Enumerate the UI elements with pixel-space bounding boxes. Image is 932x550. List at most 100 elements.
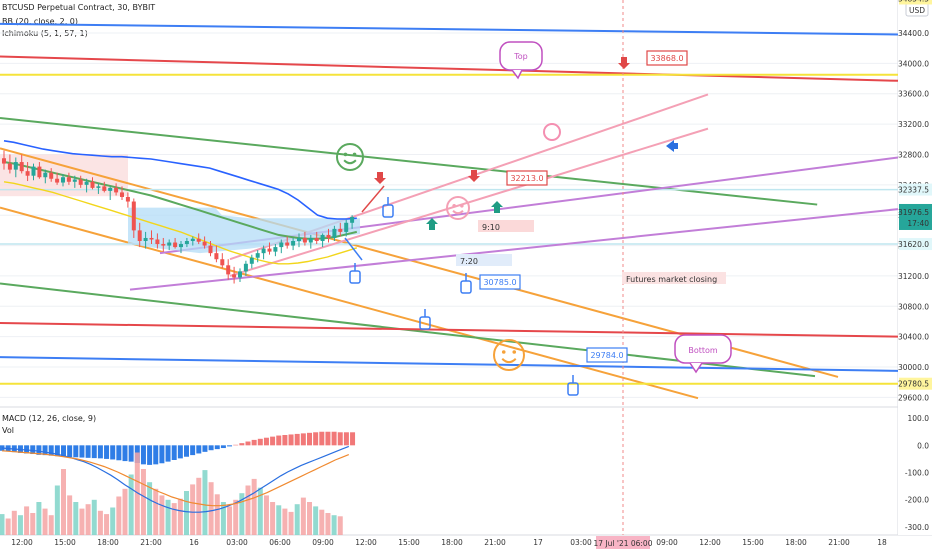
volume-bar [147,482,153,535]
volume-bar [140,469,146,535]
pointer-arrow-line [361,185,385,213]
time-axis: 12:00 15:00 18:00 21:00 16 03:00 06:00 09:00 12:… [11,536,887,549]
volume-bar [288,511,294,535]
candle-body [49,172,54,179]
candle-body [291,241,296,246]
price-tick-label: 31200.0 [898,272,929,281]
macd-histogram-bar [325,431,331,446]
smiley-green-icon-mouth [343,159,357,165]
hand-pointer-icon [349,270,361,284]
candle-body [249,257,254,264]
macd-histogram-bar [110,445,116,460]
macd-histogram-bar [214,445,220,450]
macd-histogram-bar [270,436,276,446]
top-callout-tail [511,69,523,80]
volume-bar [30,513,36,535]
candle-body [90,181,95,188]
arrow-up-2 [491,201,503,213]
volume-indicator-label[interactable]: Vol [2,426,14,435]
macd-pane [0,431,356,535]
macd-histogram-bar [24,445,30,454]
current-price-label: 31976.5 [898,208,929,217]
macd-histogram-bar [233,444,239,446]
macd-tick-label: -100.0 [905,469,929,478]
candle-body [332,228,337,238]
price-level-label: 34854.5 [898,0,929,3]
macd-histogram-bar [159,445,165,464]
ichimoku-indicator-label[interactable]: Ichimoku (5, 1, 57, 1) [2,29,88,38]
face-pink-icon-eye [460,204,464,208]
macd-indicator-label[interactable]: MACD (12, 26, close, 9) [2,414,97,423]
pig-face-icon [543,123,561,141]
volume-bar [251,478,257,535]
volume-bar [122,488,128,535]
macd-histogram-bar [257,438,263,446]
macd-histogram-bar [171,445,177,460]
volume-bar [48,515,54,535]
price-tick-label: 32800.0 [898,150,929,159]
volume-bar [128,474,134,535]
macd-histogram-bar [276,435,282,446]
top-label: Top [513,52,528,61]
volume-bar [257,487,263,535]
time-tick-label: 09:00 [656,538,678,547]
time-tick-label: 18:00 [441,538,463,547]
candle-body [238,271,242,278]
candle-body [78,179,83,185]
time-tick-label: 03:00 [570,538,592,547]
candle-body [61,177,65,183]
chart-symbol-title[interactable]: BTCUSD Perpetual Contract, 30, BYBIT [2,3,156,12]
annotations-layer: Top Bottom 33868.0 32213.0 30785.0 29784.0 9:1… [336,41,732,396]
countdown-label: 17:40 [907,219,929,228]
volume-bar [307,502,312,535]
chart-grid [0,0,932,536]
trend-line-red-bottom [0,322,899,338]
macd-histogram-bar [67,445,73,458]
price-level-badge [899,0,932,5]
face-pink-icon-mouth [452,210,464,215]
volume-bar [153,488,159,535]
price-tag-32213-box [506,170,548,186]
macd-line [1,445,350,513]
time-tick-label: 09:00 [312,538,334,547]
price-level-badge [899,238,932,251]
candle-body [114,187,119,193]
futures-note-label: Futures market closing [626,275,717,284]
time-tick-label: 18 [877,538,887,547]
candle-body [37,166,42,178]
macd-histogram-bar [122,445,128,462]
volume-bar [208,482,214,535]
time-tick-label: 18:00 [785,538,807,547]
candle-body [308,237,313,243]
hand-pointer-icon [567,382,579,396]
macd-histogram-bar [190,445,196,456]
volume-bar [116,496,122,535]
candle-body [344,222,349,232]
time-label-910: 9:10 [482,223,500,232]
macd-histogram-bar [319,431,325,446]
time-tick-label: 12:00 [355,538,377,547]
candle-body [226,265,231,275]
volume-bar [202,470,208,535]
candle-body [279,242,284,248]
candle-body [338,228,343,232]
volume-bar [331,515,337,535]
macd-histogram-bar [294,433,300,446]
volume-bar [294,504,300,535]
time-tick-label: 15:00 [398,538,420,547]
face-orange-icon [493,339,525,371]
volume-bar [177,498,183,535]
macd-tick-label: 0.0 [917,441,929,450]
candle-body [108,187,113,191]
time-tick-label: 12:00 [11,538,33,547]
volume-bar [325,513,331,535]
volume-bar [171,503,177,535]
trend-line-orange-2 [0,206,699,400]
macd-histogram-bar [153,445,159,465]
candle-body [96,186,101,188]
time-tick-label: 03:00 [226,538,248,547]
bb-indicator-label[interactable]: BB (20, close, 2, 0) [2,17,78,26]
volume-bar [104,514,110,535]
macd-histogram-bar [208,445,214,451]
